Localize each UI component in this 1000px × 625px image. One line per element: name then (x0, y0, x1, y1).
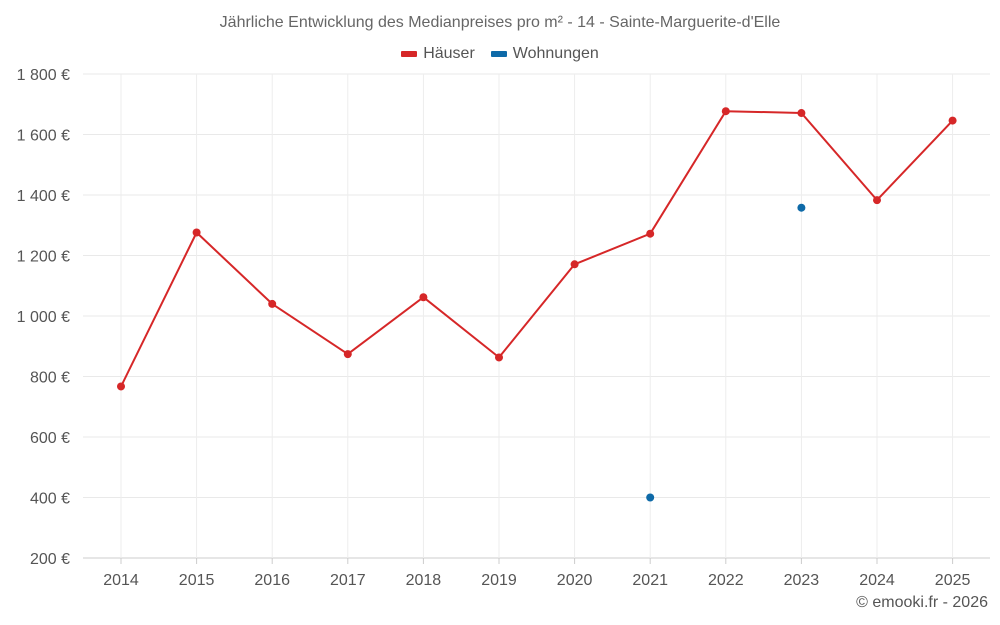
y-tick-label: 400 € (30, 491, 70, 508)
series-line-haeuser (120, 110, 954, 387)
legend-swatch-haeuser (401, 51, 418, 57)
x-tick-label: 2018 (406, 572, 442, 589)
x-tick-label: 2016 (254, 572, 290, 589)
data-point-haeuser-2020 (570, 260, 579, 269)
copyright-credit: © emooki.fr - 2026 (856, 594, 988, 611)
data-point-haeuser-2023 (797, 109, 806, 118)
data-point-wohnungen-2023 (797, 203, 806, 212)
data-point-wohnungen-2021 (646, 493, 655, 502)
y-tick-label: 1 400 € (17, 188, 70, 205)
legend: Häuser Wohnungen (0, 45, 1000, 63)
legend-label-wohnungen: Wohnungen (512, 45, 599, 62)
legend-label-haeuser: Häuser (423, 45, 475, 62)
x-tick-label: 2025 (935, 572, 971, 589)
chart-title: Jährliche Entwicklung des Medianpreises … (219, 14, 781, 31)
y-tick-label: 600 € (30, 430, 70, 447)
x-tick-label: 2019 (481, 572, 517, 589)
data-point-haeuser-2024 (873, 196, 881, 205)
legend-swatch-wohnungen (490, 51, 507, 57)
legend-item-haeuser[interactable]: Häuser (401, 45, 475, 63)
data-point-haeuser-2021 (646, 229, 655, 238)
y-tick-label: 1 800 € (17, 67, 70, 84)
data-point-haeuser-2016 (268, 299, 277, 308)
data-point-haeuser-2022 (721, 107, 730, 116)
data-point-haeuser-2019 (495, 353, 503, 362)
data-point-haeuser-2015 (192, 228, 201, 237)
x-tick-label: 2020 (557, 572, 593, 589)
x-tick-label: 2021 (632, 572, 668, 589)
data-point-haeuser-2018 (419, 293, 428, 302)
data-point-haeuser-2017 (343, 350, 352, 359)
data-point-haeuser-2014 (117, 382, 125, 391)
y-tick-label: 1 000 € (17, 309, 70, 326)
x-tick-label: 2022 (708, 572, 744, 589)
x-tick-label: 2014 (103, 572, 139, 589)
legend-item-wohnungen[interactable]: Wohnungen (490, 45, 599, 63)
x-tick-label: 2017 (330, 572, 366, 589)
x-tick-label: 2015 (179, 572, 215, 589)
y-tick-label: 200 € (30, 551, 70, 568)
x-tick-label: 2023 (784, 572, 820, 589)
x-tick-label: 2024 (859, 572, 895, 589)
y-tick-label: 1 200 € (17, 249, 70, 266)
y-tick-label: 800 € (30, 370, 70, 387)
data-point-haeuser-2025 (948, 116, 957, 125)
y-tick-label: 1 600 € (17, 128, 70, 145)
